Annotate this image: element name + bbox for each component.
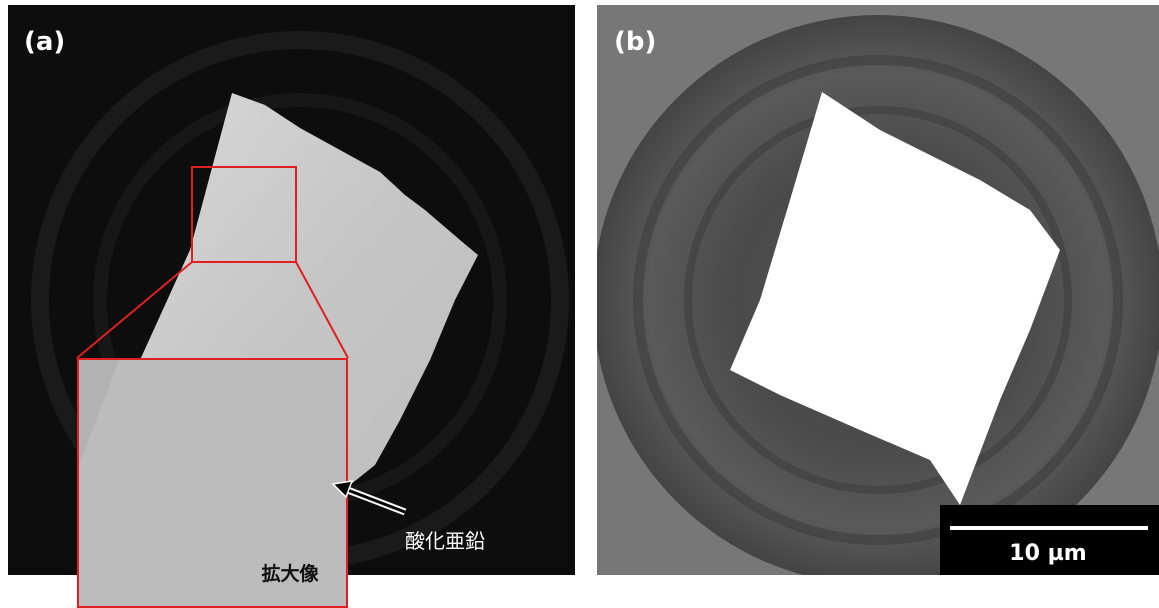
panel-b: (b) 10 µm: [593, 5, 1159, 585]
inset-label: 拡大像: [261, 562, 318, 585]
figure: (a) 拡大像 酸化亜鉛 (b) 10 µm: [0, 0, 1159, 608]
scale-bar-label: 10 µm: [1009, 541, 1086, 566]
inset: 拡大像: [77, 358, 348, 608]
panel-label: (a): [24, 27, 65, 57]
page: (a) 拡大像 酸化亜鉛 (b) 10 µm (() => { const da…: [0, 0, 1159, 608]
annotation-label: 酸化亜鉛: [405, 529, 485, 553]
panel-label: (b): [614, 27, 656, 57]
